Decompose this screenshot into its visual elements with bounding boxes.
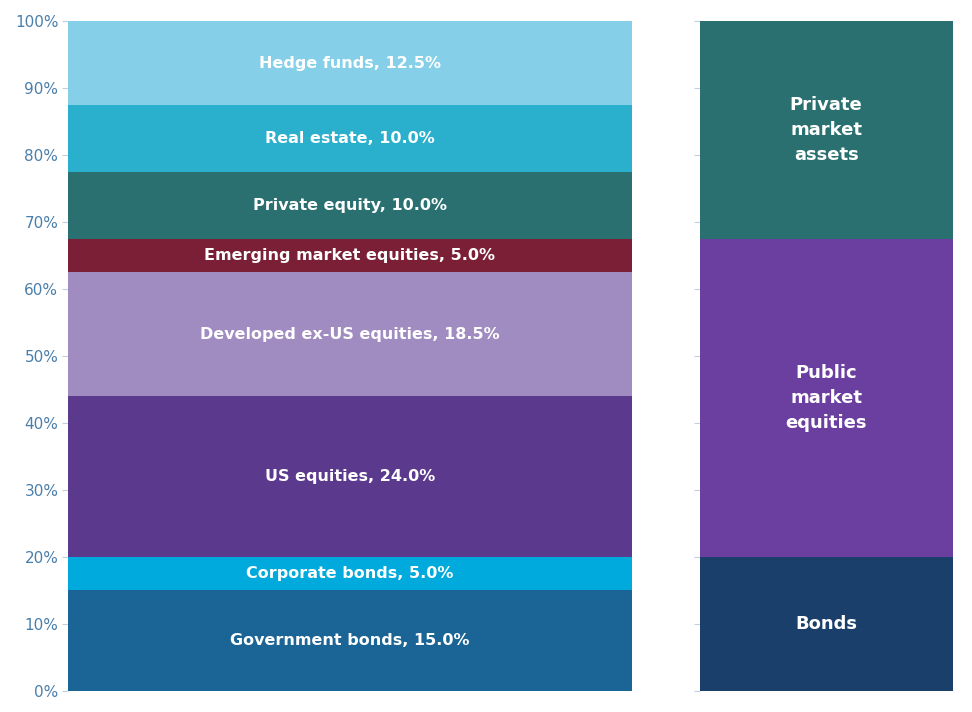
- Text: Public
market
equities: Public market equities: [785, 364, 867, 432]
- Bar: [700, 21, 953, 239]
- Bar: [68, 105, 632, 172]
- Text: US equities, 24.0%: US equities, 24.0%: [264, 469, 435, 484]
- Text: Private equity, 10.0%: Private equity, 10.0%: [253, 198, 447, 213]
- Text: Corporate bonds, 5.0%: Corporate bonds, 5.0%: [246, 566, 454, 581]
- Bar: [68, 272, 632, 396]
- Text: Emerging market equities, 5.0%: Emerging market equities, 5.0%: [204, 248, 496, 263]
- Text: Developed ex-US equities, 18.5%: Developed ex-US equities, 18.5%: [200, 327, 500, 342]
- Text: Bonds: Bonds: [795, 614, 857, 633]
- Bar: [700, 557, 953, 691]
- Bar: [68, 396, 632, 557]
- Text: Hedge funds, 12.5%: Hedge funds, 12.5%: [259, 56, 441, 70]
- Bar: [68, 590, 632, 691]
- Text: Government bonds, 15.0%: Government bonds, 15.0%: [230, 633, 469, 648]
- Bar: [68, 239, 632, 272]
- Text: Real estate, 10.0%: Real estate, 10.0%: [265, 131, 434, 146]
- Bar: [700, 239, 953, 557]
- Bar: [68, 172, 632, 239]
- Text: Private
market
assets: Private market assets: [790, 96, 862, 164]
- Bar: [68, 557, 632, 590]
- Bar: [68, 21, 632, 105]
